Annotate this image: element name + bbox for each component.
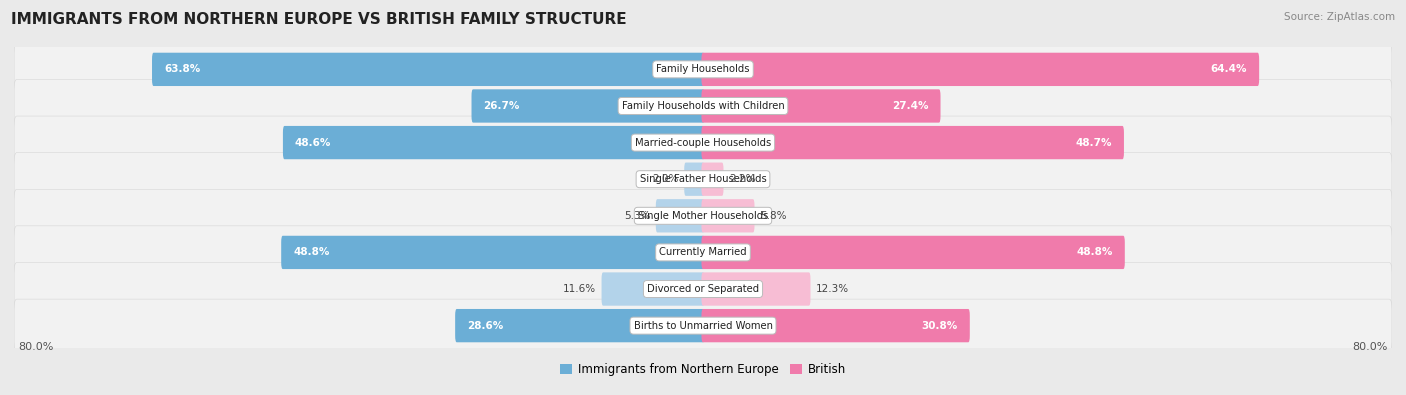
Text: Currently Married: Currently Married [659, 247, 747, 258]
Text: Source: ZipAtlas.com: Source: ZipAtlas.com [1284, 12, 1395, 22]
Text: Family Households: Family Households [657, 64, 749, 74]
Text: IMMIGRANTS FROM NORTHERN EUROPE VS BRITISH FAMILY STRUCTURE: IMMIGRANTS FROM NORTHERN EUROPE VS BRITI… [11, 12, 627, 27]
Text: Single Father Households: Single Father Households [640, 174, 766, 184]
Text: 48.8%: 48.8% [292, 247, 329, 258]
Text: Divorced or Separated: Divorced or Separated [647, 284, 759, 294]
Text: 30.8%: 30.8% [922, 321, 957, 331]
Text: Births to Unmarried Women: Births to Unmarried Women [634, 321, 772, 331]
Text: 5.8%: 5.8% [759, 211, 786, 221]
Text: 2.0%: 2.0% [652, 174, 679, 184]
Text: Family Households with Children: Family Households with Children [621, 101, 785, 111]
FancyBboxPatch shape [702, 162, 724, 196]
Text: 28.6%: 28.6% [467, 321, 503, 331]
FancyBboxPatch shape [702, 273, 810, 306]
Legend: Immigrants from Northern Europe, British: Immigrants from Northern Europe, British [555, 358, 851, 381]
Text: 64.4%: 64.4% [1211, 64, 1247, 74]
FancyBboxPatch shape [471, 89, 704, 122]
FancyBboxPatch shape [14, 43, 1392, 96]
FancyBboxPatch shape [702, 53, 1260, 86]
FancyBboxPatch shape [702, 89, 941, 122]
FancyBboxPatch shape [702, 236, 1125, 269]
Text: 5.3%: 5.3% [624, 211, 651, 221]
FancyBboxPatch shape [456, 309, 704, 342]
FancyBboxPatch shape [152, 53, 704, 86]
FancyBboxPatch shape [14, 116, 1392, 169]
Text: 48.7%: 48.7% [1076, 137, 1112, 148]
FancyBboxPatch shape [685, 162, 704, 196]
FancyBboxPatch shape [281, 236, 704, 269]
FancyBboxPatch shape [602, 273, 704, 306]
Text: 63.8%: 63.8% [165, 64, 200, 74]
Text: 11.6%: 11.6% [562, 284, 596, 294]
Text: 48.6%: 48.6% [295, 137, 332, 148]
Text: Married-couple Households: Married-couple Households [636, 137, 770, 148]
Text: Single Mother Households: Single Mother Households [638, 211, 768, 221]
FancyBboxPatch shape [14, 263, 1392, 316]
FancyBboxPatch shape [14, 299, 1392, 352]
FancyBboxPatch shape [14, 189, 1392, 243]
Text: 12.3%: 12.3% [815, 284, 849, 294]
FancyBboxPatch shape [14, 79, 1392, 132]
FancyBboxPatch shape [283, 126, 704, 159]
FancyBboxPatch shape [702, 199, 755, 233]
Text: 2.2%: 2.2% [728, 174, 755, 184]
FancyBboxPatch shape [14, 152, 1392, 206]
Text: 48.8%: 48.8% [1077, 247, 1114, 258]
FancyBboxPatch shape [702, 126, 1123, 159]
Text: 80.0%: 80.0% [1353, 342, 1388, 352]
Text: 27.4%: 27.4% [893, 101, 928, 111]
FancyBboxPatch shape [655, 199, 704, 233]
Text: 26.7%: 26.7% [484, 101, 520, 111]
Text: 80.0%: 80.0% [18, 342, 53, 352]
FancyBboxPatch shape [14, 226, 1392, 279]
FancyBboxPatch shape [702, 309, 970, 342]
